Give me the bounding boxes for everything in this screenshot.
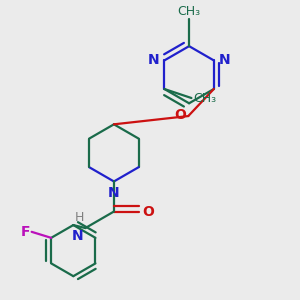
Text: CH₃: CH₃ [178, 4, 201, 18]
Text: N: N [148, 53, 160, 68]
Text: F: F [21, 225, 30, 239]
Text: CH₃: CH₃ [193, 92, 216, 104]
Text: N: N [218, 53, 230, 68]
Text: N: N [72, 229, 84, 243]
Text: O: O [174, 108, 186, 122]
Text: H: H [74, 212, 84, 224]
Text: N: N [108, 186, 120, 200]
Text: O: O [142, 205, 154, 218]
